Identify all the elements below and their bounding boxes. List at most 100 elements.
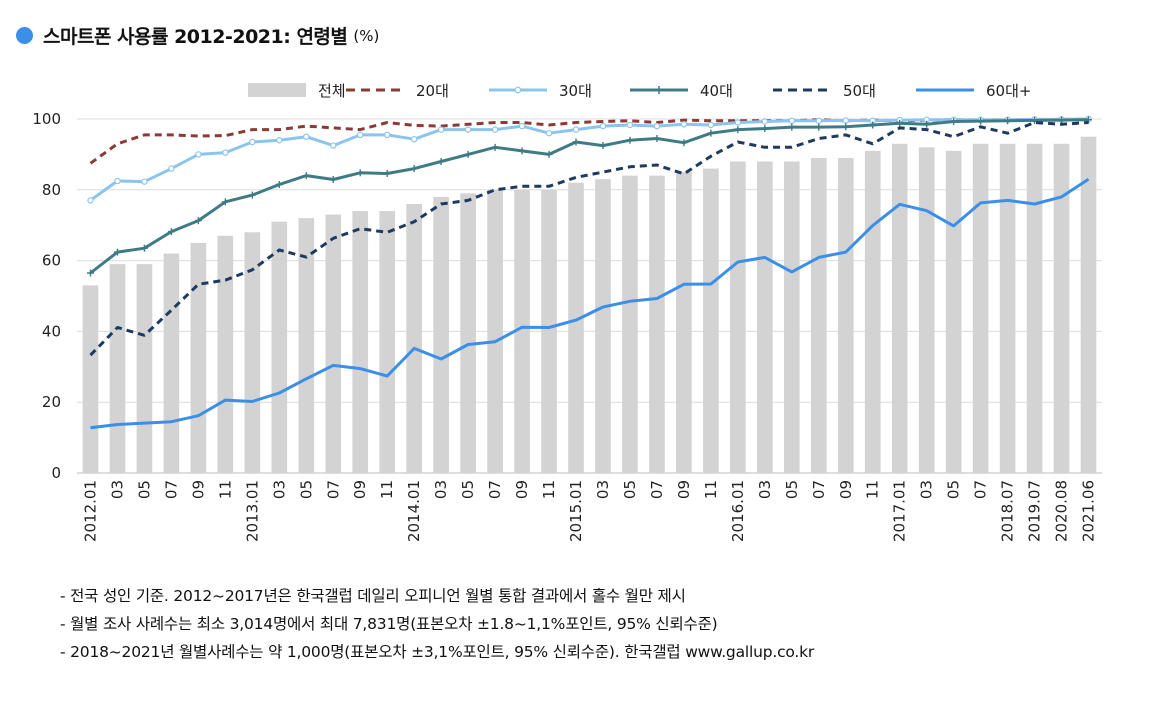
line-30대 <box>89 117 1089 202</box>
point-30대 <box>141 178 148 185</box>
x-tick-label: 09 <box>837 480 855 499</box>
x-tick-label: 11 <box>540 480 558 499</box>
point-40대 <box>869 121 877 129</box>
bar <box>1053 143 1070 473</box>
legend-label: 20대 <box>416 82 449 100</box>
chart-title: 스마트폰 사용률 2012-2021: 연령별 (%) <box>16 22 379 49</box>
point-30대 <box>87 197 94 204</box>
point-30대 <box>357 131 364 139</box>
footnote-2: - 월별 조사 사례수는 최소 3,014명에서 최대 7,831명(표본오차 … <box>60 615 718 633</box>
point-30대 <box>599 122 607 130</box>
bar <box>379 211 396 474</box>
bar <box>136 264 153 473</box>
point-40대 <box>761 125 769 133</box>
point-40대 <box>140 244 148 252</box>
line-40대 <box>89 118 1089 275</box>
point-40대 <box>518 147 526 155</box>
x-tick-label: 05 <box>135 480 153 499</box>
point-30대 <box>680 121 688 128</box>
point-40대 <box>977 117 985 125</box>
point-30대 <box>842 117 849 124</box>
y-tick-label: 100 <box>32 110 61 128</box>
point-30대 <box>276 137 283 144</box>
x-tick-label: 11 <box>702 480 720 499</box>
point-30대 <box>168 165 175 172</box>
x-tick-label: 05 <box>297 480 315 499</box>
x-tick-label: 05 <box>459 480 477 499</box>
point-40대 <box>1031 116 1039 124</box>
bar <box>999 143 1016 473</box>
x-tick-label: 03 <box>918 480 936 499</box>
point-30대 <box>410 135 418 143</box>
bar <box>945 150 962 474</box>
point-40대 <box>86 269 94 277</box>
point-40대 <box>707 129 715 137</box>
x-tick-label: 11 <box>216 480 234 499</box>
bar <box>541 189 557 474</box>
point-40대 <box>734 126 742 134</box>
x-tick-label: 03 <box>756 480 774 499</box>
point-40대 <box>572 138 580 146</box>
point-40대 <box>248 191 256 199</box>
y-tick-label: 80 <box>42 181 61 199</box>
bar <box>622 175 638 473</box>
bar <box>352 211 369 474</box>
point-30대 <box>114 177 121 185</box>
bar <box>298 218 315 473</box>
point-40대 <box>653 134 661 142</box>
bar <box>810 157 827 473</box>
point-40대 <box>437 157 445 165</box>
x-tick-label: 07 <box>648 480 666 499</box>
y-axis-ticks: 0 20 40 60 80 100 <box>32 110 61 482</box>
legend-item-40대: 40대 <box>630 82 733 100</box>
point-40대 <box>464 150 472 158</box>
x-tick-label: 11 <box>378 480 396 499</box>
bar <box>1080 136 1097 473</box>
bar <box>190 242 207 473</box>
bar <box>433 196 449 473</box>
point-40대 <box>194 217 202 225</box>
legend-marker <box>514 86 522 94</box>
y-tick-label: 20 <box>42 393 61 411</box>
point-40대 <box>680 139 688 147</box>
legend-label: 30대 <box>559 82 592 100</box>
x-tick-label: 09 <box>351 480 369 499</box>
point-40대 <box>1058 116 1066 124</box>
bar <box>514 189 530 474</box>
point-40대 <box>275 180 283 188</box>
point-40대 <box>410 165 418 173</box>
point-30대 <box>788 117 796 124</box>
legend-label: 전체 <box>318 82 346 100</box>
x-tick-label: 07 <box>810 480 828 499</box>
bar <box>217 235 234 473</box>
x-tick-label: 2018.07 <box>999 480 1017 542</box>
y-tick-label: 40 <box>42 322 61 340</box>
bar <box>730 161 746 473</box>
x-tick-label: 2019.07 <box>1026 480 1044 542</box>
bar <box>163 253 180 473</box>
point-40대 <box>626 136 634 144</box>
point-40대 <box>545 150 553 158</box>
series-lines <box>86 115 1093 430</box>
legend-item-60대+: 60대+ <box>916 82 1031 100</box>
point-40대 <box>329 176 337 184</box>
point-30대 <box>761 118 769 125</box>
legend-label: 60대+ <box>986 82 1031 100</box>
bar <box>568 182 584 473</box>
chart: 0 20 40 60 80 100 2012.01 03 05 07 09 11 2013.01 03 0… <box>32 82 1102 542</box>
footnote-1: - 전국 성인 기준. 2012~2017년은 한국갤럽 데일리 오피니언 월별… <box>60 587 686 605</box>
x-tick-label: 2016.01 <box>729 480 747 542</box>
legend-item-20대: 20대 <box>346 82 449 100</box>
point-30대 <box>464 126 472 133</box>
point-40대 <box>221 198 229 206</box>
bar <box>676 172 692 473</box>
y-tick-label: 0 <box>51 464 61 482</box>
point-40대 <box>815 123 823 131</box>
bar <box>487 189 503 474</box>
point-30대 <box>626 121 634 129</box>
legend-label: 40대 <box>700 82 733 100</box>
x-tick-label: 2017.01 <box>891 480 909 542</box>
x-tick-label: 07 <box>486 480 504 499</box>
x-tick-label: 09 <box>675 480 693 499</box>
bar <box>460 193 476 473</box>
